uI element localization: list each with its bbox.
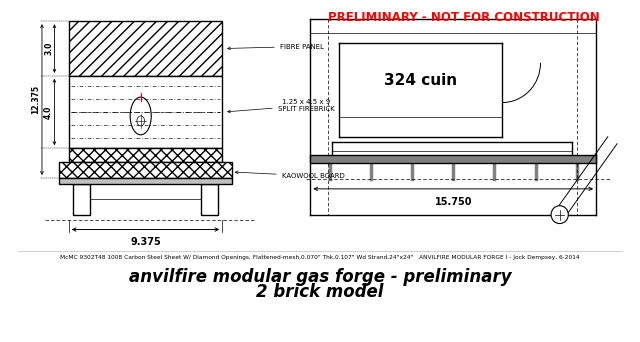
Bar [69,76,222,148]
Text: KAOWOOL BOARD: KAOWOOL BOARD [236,171,344,179]
Text: 2 brick model: 2 brick model [256,283,384,301]
Text: 3.0: 3.0 [44,42,53,55]
Ellipse shape [551,206,568,224]
Bar [60,162,232,178]
Bar [310,155,596,163]
Text: FIBRE PANEL: FIBRE PANEL [228,43,324,50]
Text: 324 cuin: 324 cuin [384,73,457,88]
Text: anvilfire modular gas forge - preliminary: anvilfire modular gas forge - preliminar… [129,268,511,286]
Text: 1.25 x 4.5 x 9
SPLIT FIREBRICK: 1.25 x 4.5 x 9 SPLIT FIREBRICK [228,99,335,113]
Text: 12.375: 12.375 [31,85,40,114]
Bar [69,21,222,76]
Bar [69,148,222,162]
Bar [73,184,90,215]
Text: 15.750: 15.750 [435,197,472,207]
Text: 9.375: 9.375 [130,237,161,248]
Bar [60,178,232,184]
Text: PRELIMINARY - NOT FOR CONSTRUCTION: PRELIMINARY - NOT FOR CONSTRUCTION [328,11,600,24]
Text: McMC 9302T48 1008 Carbon Steel Sheet W/ Diamond Openings, Flattened-mesh,0.070" : McMC 9302T48 1008 Carbon Steel Sheet W/ … [60,255,580,260]
Bar [201,184,218,215]
Text: 4.0: 4.0 [44,105,53,119]
